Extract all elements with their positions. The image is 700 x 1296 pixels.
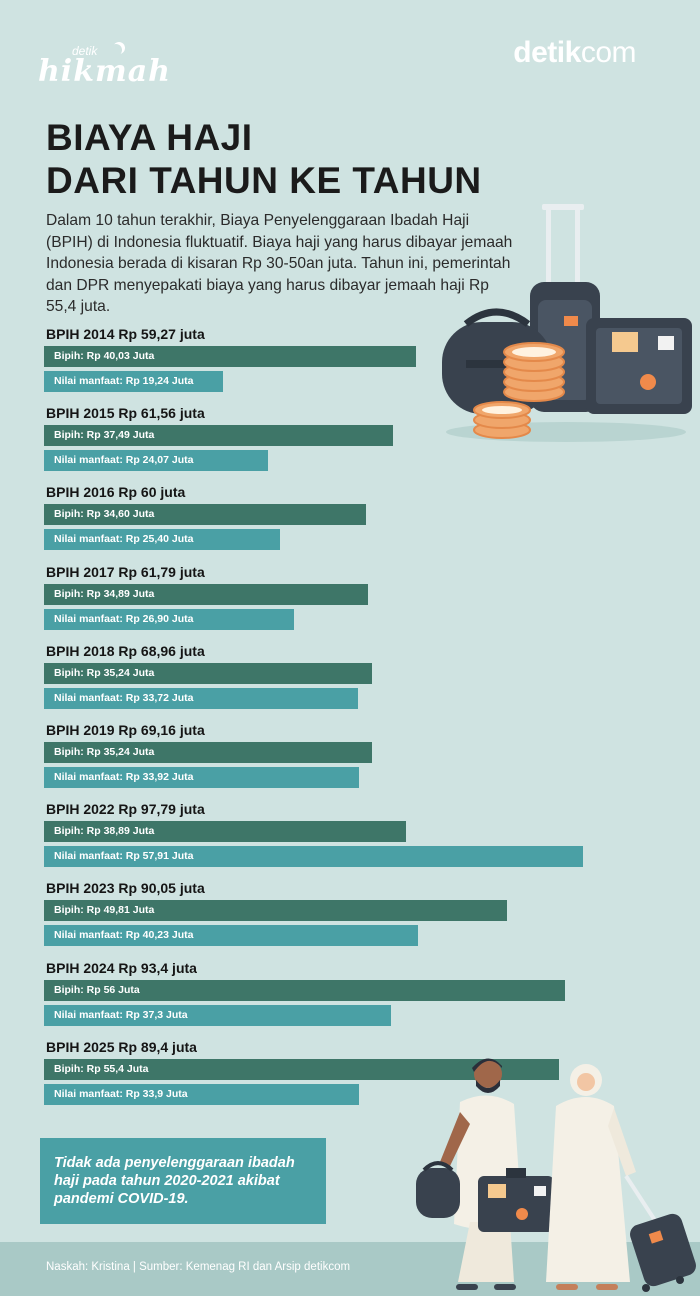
nilai-manfaat-bar-2018: Nilai manfaat: Rp 33,72 Juta (44, 687, 358, 709)
group-label-2025: BPIH 2025 Rp 89,4 juta (46, 1038, 197, 1055)
bipih-bar-label-2018: Bipih: Rp 35,24 Juta (54, 666, 155, 679)
chart-group-2016: BPIH 2016 Rp 60 juta Bipih: Rp 34,60 Juta… (0, 484, 700, 560)
chart-group-2024: BPIH 2024 Rp 93,4 juta Bipih: Rp 56 Juta N… (0, 960, 700, 1036)
luggage-coins-illustration (442, 204, 692, 442)
bipih-bar-label-2022: Bipih: Rp 38,89 Juta (54, 825, 155, 838)
chart-group-2023: BPIH 2023 Rp 90,05 juta Bipih: Rp 49,81 J… (0, 880, 700, 956)
nilai-manfaat-bar-2019: Nilai manfaat: Rp 33,92 Juta (44, 767, 360, 788)
group-label-2019: BPIH 2019 Rp 69,16 juta (46, 722, 205, 738)
bipih-bar-label-2016: Bipih: Rp 34,60 Juta (54, 508, 155, 521)
page-title: BIAYA HAJI DARI TAHUN KE TAHUN (46, 116, 482, 202)
logo-right-prefix: detik (513, 36, 581, 69)
logo-small-text: detik (72, 44, 98, 58)
group-label-2023: BPIH 2023 Rp 90,05 juta (46, 880, 205, 897)
intro-paragraph: Dalam 10 tahun terakhir, Biaya Penyeleng… (46, 212, 513, 315)
chart-group-2018: BPIH 2018 Rp 68,96 juta Bipih: Rp 35,24 J… (0, 643, 700, 719)
bipih-bar-2023: Bipih: Rp 49,81 Juta (44, 900, 508, 922)
group-label-2018: BPIH 2018 Rp 68,96 juta (46, 642, 205, 659)
bipih-bar-label-2023: Bipih: Rp 49,81 Juta (54, 904, 155, 917)
nilai-manfaat-bar-label-2019: Nilai manfaat: Rp 33,92 Juta (54, 771, 194, 783)
nilai-manfaat-bar-label-2016: Nilai manfaat: Rp 25,40 Juta (54, 533, 194, 546)
bipih-bar-label-2015: Bipih: Rp 37,49 Juta (54, 429, 155, 442)
bipih-bar-2024: Bipih: Rp 56 Juta (44, 979, 565, 1001)
group-label-2016: BPIH 2016 Rp 60 juta (46, 484, 186, 501)
chart-group-2017: BPIH 2017 Rp 61,79 juta Bipih: Rp 34,89 J… (0, 564, 700, 640)
footer-credits: Naskah: Kristina | Sumber: Kemenag RI da… (46, 1261, 351, 1273)
nilai-manfaat-bar-2025: Nilai manfaat: Rp 33,9 Juta (44, 1083, 360, 1105)
chart-group-2025: BPIH 2025 Rp 89,4 juta Bipih: Rp 55,4 Jut… (0, 1039, 700, 1115)
bipih-bar-label-2017: Bipih: Rp 34,89 Juta (54, 587, 155, 600)
bipih-bar-2019: Bipih: Rp 35,24 Juta (44, 742, 372, 763)
chart-group-2019: BPIH 2019 Rp 69,16 juta Bipih: Rp 35,24 J… (0, 722, 700, 798)
nilai-manfaat-bar-label-2015: Nilai manfaat: Rp 24,07 Juta (54, 454, 194, 467)
pandemic-note: Tidak ada penyelenggaraan ibadah haji pa… (40, 1138, 326, 1224)
detikcom-logo: detikcom (513, 36, 636, 70)
logo-right-suffix: com (580, 36, 637, 69)
title-line-2: DARI TAHUN KE TAHUN (46, 160, 482, 201)
nilai-manfaat-bar-2024: Nilai manfaat: Rp 37,3 Juta (44, 1004, 391, 1026)
bipih-bar-2017: Bipih: Rp 34,89 Juta (44, 583, 369, 605)
bipih-bar-2025: Bipih: Rp 55,4 Juta (44, 1058, 560, 1080)
chart-group-2014: BPIH 2014 Rp 59,27 juta Bipih: Rp 40,03 J… (0, 326, 700, 402)
bipih-bar-label-2019: Bipih: Rp 35,24 Juta (54, 746, 155, 758)
group-label-2017: BPIH 2017 Rp 61,79 juta (46, 563, 205, 580)
bipih-bar-2015: Bipih: Rp 37,49 Juta (44, 425, 393, 447)
chart-group-2022: BPIH 2022 Rp 97,79 juta Bipih: Rp 38,89 J… (0, 801, 700, 877)
bipih-bar-2018: Bipih: Rp 35,24 Juta (44, 662, 372, 684)
nilai-manfaat-bar-label-2023: Nilai manfaat: Rp 40,23 Juta (54, 929, 194, 942)
nilai-manfaat-bar-2017: Nilai manfaat: Rp 26,90 Juta (44, 608, 295, 630)
bipih-bar-label-2025: Bipih: Rp 55,4 Juta (54, 1062, 149, 1075)
bipih-bar-label-2014: Bipih: Rp 40,03 Juta (54, 350, 155, 362)
bipih-bar-2022: Bipih: Rp 38,89 Juta (44, 821, 406, 843)
chart-group-2015: BPIH 2015 Rp 61,56 juta Bipih: Rp 37,49 J… (0, 405, 700, 481)
group-label-2022: BPIH 2022 Rp 97,79 juta (46, 801, 205, 818)
bipih-bar-2014: Bipih: Rp 40,03 Juta (44, 346, 417, 367)
bipih-bar-label-2024: Bipih: Rp 56 Juta (54, 983, 140, 996)
nilai-manfaat-bar-label-2025: Nilai manfaat: Rp 33,9 Juta (54, 1087, 188, 1100)
nilai-manfaat-bar-label-2022: Nilai manfaat: Rp 57,91 Juta (54, 850, 194, 863)
nilai-manfaat-bar-label-2017: Nilai manfaat: Rp 26,90 Juta (54, 612, 194, 625)
nilai-manfaat-bar-2016: Nilai manfaat: Rp 25,40 Juta (44, 529, 281, 551)
bipih-bar-2016: Bipih: Rp 34,60 Juta (44, 504, 366, 526)
detikhikmah-logo: detik hikmah (38, 44, 170, 90)
nilai-manfaat-bar-2023: Nilai manfaat: Rp 40,23 Juta (44, 925, 419, 947)
nilai-manfaat-bar-2015: Nilai manfaat: Rp 24,07 Juta (44, 450, 268, 472)
nilai-manfaat-bar-label-2014: Nilai manfaat: Rp 19,24 Juta (54, 375, 194, 387)
pandemic-note-text: Tidak ada penyelenggaraan ibadah haji pa… (54, 1155, 295, 1207)
group-label-2024: BPIH 2024 Rp 93,4 juta (46, 959, 197, 976)
nilai-manfaat-bar-2022: Nilai manfaat: Rp 57,91 Juta (44, 846, 583, 868)
logo-big-text: hikmah (38, 54, 171, 89)
group-label-2015: BPIH 2015 Rp 61,56 juta (46, 405, 205, 422)
nilai-manfaat-bar-label-2024: Nilai manfaat: Rp 37,3 Juta (54, 1008, 188, 1021)
group-label-2014: BPIH 2014 Rp 59,27 juta (46, 326, 205, 342)
nilai-manfaat-bar-label-2018: Nilai manfaat: Rp 33,72 Juta (54, 691, 194, 704)
title-line-1: BIAYA HAJI (46, 117, 253, 158)
nilai-manfaat-bar-2014: Nilai manfaat: Rp 19,24 Juta (44, 371, 223, 392)
pilgrims-illustration (416, 1058, 696, 1292)
